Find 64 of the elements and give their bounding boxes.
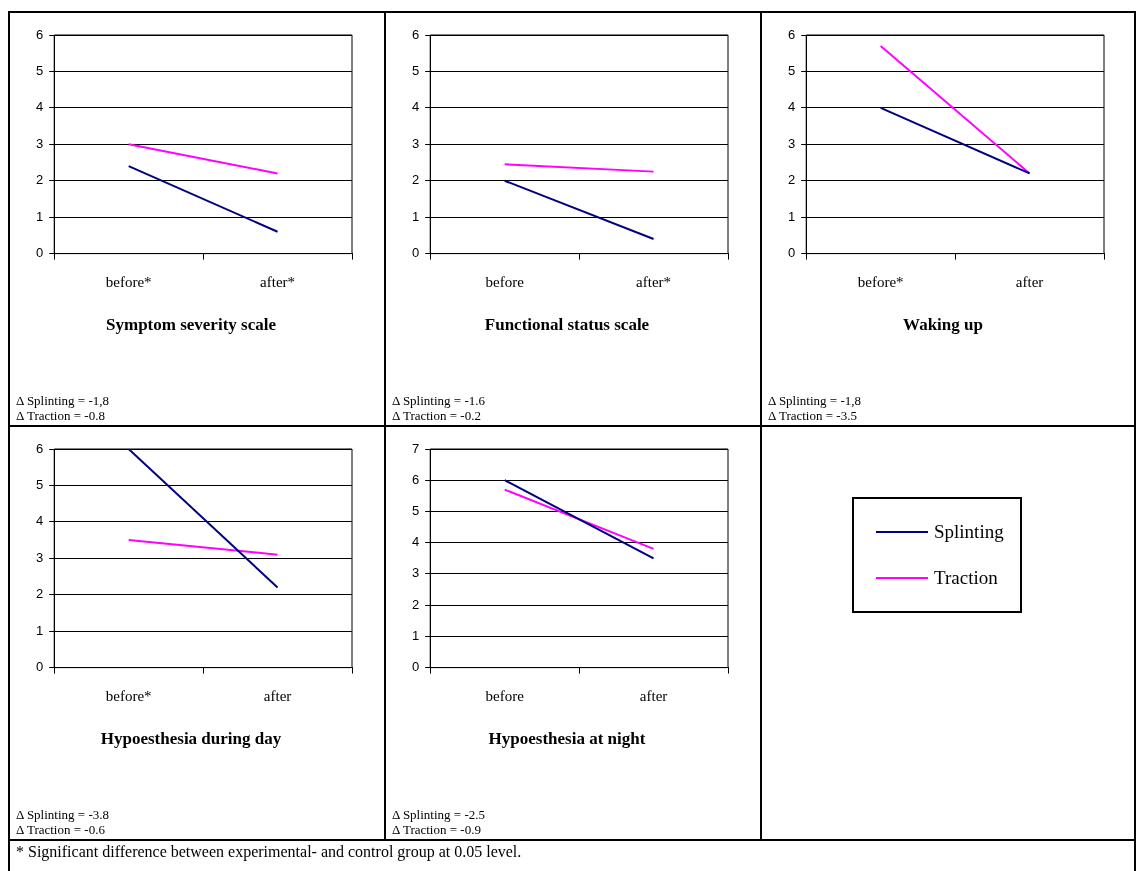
y-tick-label: 0 — [412, 245, 420, 261]
text: Δ Traction = -0.6 — [16, 822, 106, 837]
y-tick-label: 0 — [36, 659, 44, 675]
y-tick-label: 1 — [36, 622, 44, 638]
text: Functional status scale — [484, 315, 650, 335]
y-tick-label: 3 — [788, 135, 796, 151]
y-tick-label: 5 — [412, 503, 420, 519]
legend-label: Traction — [934, 567, 998, 589]
y-tick-label: 4 — [412, 99, 420, 115]
y-tick-label: 2 — [788, 172, 796, 188]
x-tick-label: after* — [260, 273, 296, 290]
text: Δ Splinting = -2.5 — [392, 807, 485, 822]
y-tick-label: 4 — [36, 513, 44, 529]
text: Hypoesthesia during day — [100, 729, 282, 749]
y-tick-label: 6 — [788, 26, 796, 42]
y-tick-label: 6 — [412, 26, 420, 42]
legend-label: Splinting — [934, 521, 1004, 543]
y-tick-label: 4 — [412, 534, 420, 550]
x-tick-label: after — [1015, 273, 1044, 290]
y-tick-label: 0 — [412, 659, 420, 675]
x-tick-label: before* — [105, 273, 152, 290]
y-tick-label: 3 — [36, 549, 44, 565]
y-tick-label: 4 — [788, 99, 796, 115]
text: Δ Splinting = -1,8 — [768, 393, 861, 408]
x-tick-label: before — [485, 687, 525, 704]
y-tick-label: 2 — [36, 172, 44, 188]
x-tick-label: before* — [857, 273, 904, 290]
y-tick-label: 5 — [36, 63, 44, 79]
y-tick-label: 0 — [36, 245, 44, 261]
y-tick-label: 6 — [36, 440, 44, 456]
x-tick-label: after* — [636, 273, 672, 290]
text: Hypoesthesia at night — [488, 729, 646, 749]
x-tick-label: after — [263, 687, 292, 704]
y-tick-label: 2 — [36, 586, 44, 602]
text: Δ Traction = -0.8 — [16, 408, 106, 423]
text: Δ Splinting = -1.6 — [392, 393, 485, 408]
y-tick-label: 1 — [788, 208, 796, 224]
y-tick-label: 1 — [412, 627, 420, 643]
x-tick-label: after — [639, 687, 668, 704]
text: Δ Splinting = -1,8 — [16, 393, 109, 408]
x-tick-label: before — [485, 273, 525, 290]
y-tick-label: 3 — [412, 565, 420, 581]
y-tick-label: 6 — [412, 471, 420, 487]
y-tick-label: 6 — [36, 26, 44, 42]
y-tick-label: 3 — [412, 135, 420, 151]
y-tick-label: 7 — [412, 440, 420, 456]
y-tick-label: 5 — [412, 63, 420, 79]
y-tick-label: 5 — [788, 63, 796, 79]
y-tick-label: 3 — [36, 135, 44, 151]
y-tick-label: 5 — [36, 477, 44, 493]
y-tick-label: 4 — [36, 99, 44, 115]
y-tick-label: 1 — [412, 208, 420, 224]
y-tick-label: 2 — [412, 172, 420, 188]
x-tick-label: before* — [105, 687, 152, 704]
text: * Significant difference between experimental- and control group at 0.05 level. — [16, 843, 523, 861]
y-tick-label: 1 — [36, 208, 44, 224]
text: Δ Traction = -3.5 — [768, 408, 858, 423]
text: Δ Traction = -0.9 — [392, 822, 482, 837]
y-tick-label: 0 — [788, 245, 796, 261]
y-tick-label: 2 — [412, 596, 420, 612]
text: Waking up — [903, 315, 983, 335]
text: Δ Traction = -0.2 — [392, 408, 482, 423]
text: Symptom severity scale — [106, 315, 277, 335]
text: Δ Splinting = -3.8 — [16, 807, 109, 822]
